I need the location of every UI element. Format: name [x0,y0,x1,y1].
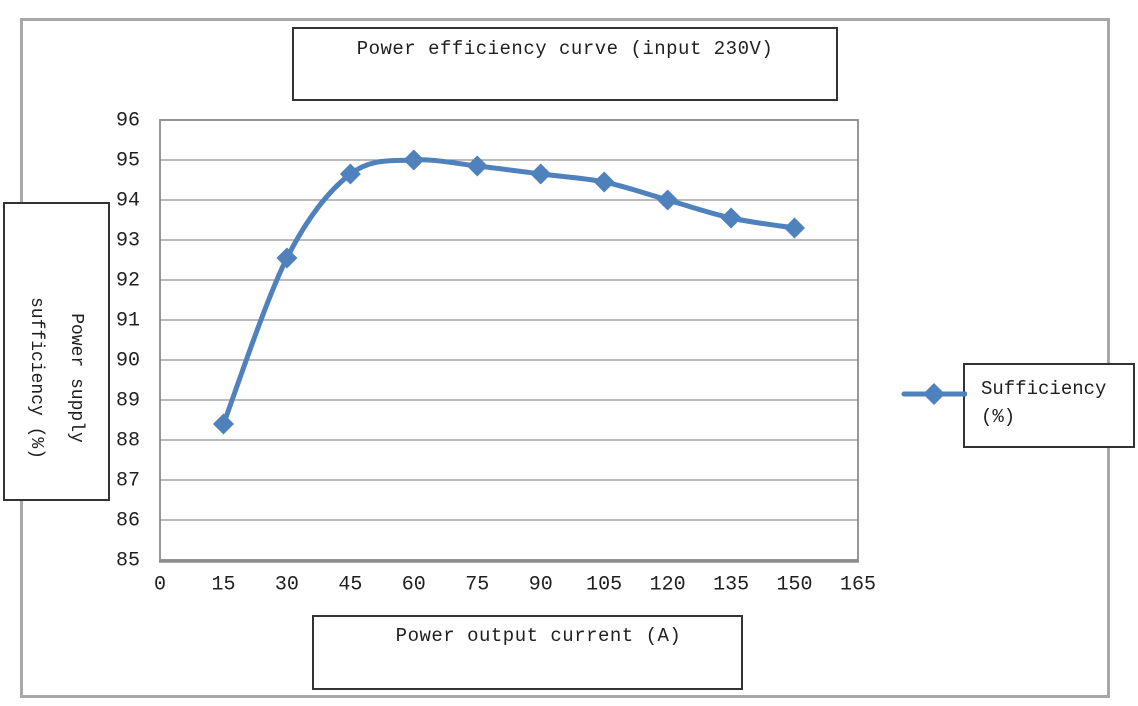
x-axis-tick-label: 60 [402,574,426,597]
chart-border [20,18,1110,698]
x-axis-tick-label: 45 [338,574,362,597]
x-axis-tick-label: 150 [777,574,813,597]
legend-label-line1: Sufficiency [981,378,1107,400]
x-axis-title: Power output current (A) [395,625,682,647]
y-axis-tick-label: 93 [116,230,140,253]
legend-box: Sufficiency (%) [963,363,1135,448]
x-axis-tick-label: 0 [154,574,166,597]
x-axis-tick-label: 120 [650,574,686,597]
legend-label-line2: (%) [981,406,1016,428]
x-axis-tick-label: 105 [586,574,622,597]
y-axis-tick-label: 88 [116,430,140,453]
x-axis-tick-label: 135 [713,574,749,597]
y-axis-tick-label: 95 [116,150,140,173]
y-axis-tick-label: 86 [116,510,140,533]
data-point-marker [276,247,298,269]
x-axis-tick-label: 90 [529,574,553,597]
data-point-marker [593,171,615,193]
y-axis-tick-label: 89 [116,390,140,413]
x-axis-tick-label: 30 [275,574,299,597]
plot-border [159,119,859,561]
y-axis-title-line2: sufficiency (%) [26,296,47,459]
data-point-marker [530,163,552,185]
chart-title: Power efficiency curve (input 230V) [356,38,774,60]
y-axis-tick-label: 91 [116,310,140,333]
data-point-marker [466,155,488,177]
y-axis-title-line1: Power supply [66,312,87,443]
legend-series-marker-icon [901,383,967,405]
y-axis-tick-label: 85 [116,550,140,573]
chart-title-box: Power efficiency curve (input 230V) [292,27,838,101]
data-point-marker [403,149,425,171]
x-axis-tick-label: 165 [840,574,876,597]
x-axis-title-box: Power output current (A) [312,615,743,690]
y-axis-tick-label: 90 [116,350,140,373]
y-axis-tick-label: 92 [116,270,140,293]
data-point-marker [784,217,806,239]
data-point-marker [339,163,361,185]
y-axis-tick-label: 87 [116,470,140,493]
x-axis-tick-label: 75 [465,574,489,597]
y-axis-tick-label: 96 [116,110,140,133]
y-axis-title-box: Power supply sufficiency (%) [3,202,110,501]
x-axis-tick-label: 15 [211,574,235,597]
data-point-marker [212,413,234,435]
y-axis-tick-label: 94 [116,190,140,213]
data-point-marker [720,207,742,229]
data-point-marker [657,189,679,211]
y-axis-title: Power supply sufficiency (%) [17,296,97,458]
